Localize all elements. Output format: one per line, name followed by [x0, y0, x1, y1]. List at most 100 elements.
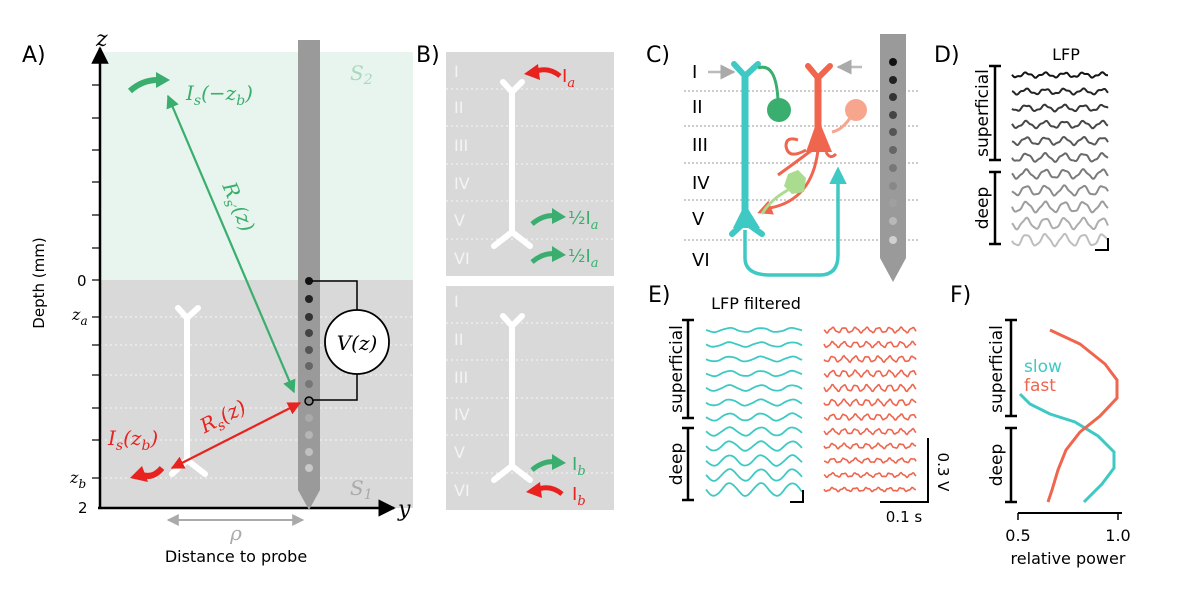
layer-b2-III: III [454, 368, 468, 387]
light-green-interneuron [760, 170, 806, 215]
f-slow-curve [1018, 392, 1116, 504]
slow-trace [705, 412, 803, 422]
layer-b1-II: II [454, 98, 463, 117]
layer-b2-V: V [454, 443, 465, 462]
red-distance-line [170, 402, 302, 469]
probe-a-contacts [304, 277, 314, 472]
green-current-arrowhead [156, 72, 170, 88]
panel-c-label: C) [646, 43, 670, 68]
light-orange-interneuron [831, 99, 867, 134]
ia-out2-arrowhead [552, 246, 566, 262]
panel-d-label: D) [934, 43, 960, 68]
green-current-label: Is(−zb) [185, 81, 253, 109]
probe-c [880, 34, 906, 282]
red-current-arrowhead [130, 466, 148, 482]
lfp-trace [1011, 232, 1109, 248]
lfp-title: LFP [1052, 45, 1080, 64]
panel-c-layer-lines [684, 90, 918, 241]
f-legend-slow: slow [1024, 357, 1062, 377]
lfp-trace [1011, 167, 1109, 180]
voltage-label: V(z) [337, 331, 378, 355]
lfp-trace [1011, 184, 1109, 197]
layer-b1-V: V [454, 211, 465, 230]
panel-f: F) superficial deep slow fast 0.5 1.0 re… [950, 283, 1131, 568]
panel-b: B) I II III IV V VI Ia ½Ia ½Ia [416, 43, 614, 510]
layer-c-II: II [692, 97, 703, 118]
e-scale-t: 0.1 s [886, 508, 923, 526]
lfp-trace [1011, 71, 1108, 79]
slow-trace [705, 482, 803, 497]
ia-out1-arrowhead [552, 208, 566, 224]
panel-f-label: F) [950, 283, 971, 308]
rho-label: ρ [229, 521, 242, 545]
layer-b1-IV: IV [454, 174, 470, 193]
fast-trace [823, 354, 917, 364]
fast-trace [823, 457, 917, 464]
f-fast-curve [1046, 328, 1119, 503]
green-distance-line [166, 94, 296, 394]
cyan-neuron [729, 61, 847, 277]
fast-trace [823, 397, 917, 408]
ia-in-label: Ia [562, 66, 575, 91]
lfp-trace [1011, 87, 1109, 96]
panel-e-slow-traces [705, 327, 803, 497]
neuron-b2 [491, 313, 533, 483]
ib-in-arrowhead [526, 482, 542, 498]
layer-b1-I: I [454, 62, 459, 81]
e-scale-v: 0.3 V [934, 453, 952, 493]
e-slow-scale-bar [790, 490, 804, 503]
red-current-label: Is(zb) [107, 426, 158, 454]
panel-e: E) LFP filtered superficial deep 0.3 V 0… [648, 283, 952, 526]
e-deep-label: deep [667, 443, 687, 486]
lfp-trace [1011, 119, 1109, 130]
f-tick-10: 1.0 [1105, 526, 1130, 545]
ia-out1-label: ½Ia [568, 208, 599, 233]
probe-c-contacts [889, 58, 897, 244]
depth-label: Depth (mm) [30, 237, 48, 328]
d-scale-bar [1095, 238, 1109, 251]
neuron-b1 [491, 79, 533, 249]
green-current-arrow [127, 77, 159, 94]
slow-trace [705, 398, 803, 407]
slow-trace [705, 426, 803, 437]
f-superficial-label: superficial [987, 325, 1007, 413]
tick-0: 0 [77, 272, 87, 290]
panel-e-fast-traces [823, 325, 917, 493]
voltmeter-wires [312, 280, 358, 401]
tick-2: 2 [78, 499, 88, 517]
ia-in-arrowhead [524, 64, 540, 80]
layer-c-I: I [692, 62, 697, 83]
layer-c-V: V [692, 209, 705, 230]
fast-trace [823, 383, 917, 393]
y-axis-label: y [397, 497, 411, 522]
voltmeter [324, 309, 390, 375]
tick-zb: zb [69, 468, 86, 491]
ib-out-label: Ib [572, 454, 586, 479]
fast-trace [823, 471, 917, 479]
e-superficial-label: superficial [667, 325, 687, 413]
slow-trace [705, 327, 803, 334]
f-legend-fast: fast [1024, 376, 1056, 396]
fast-trace [823, 369, 917, 378]
region-s2-label: S2 [350, 61, 373, 88]
region-s1-label: S1 [350, 476, 373, 503]
slow-trace [705, 440, 803, 452]
distance-label: Distance to probe [165, 547, 307, 566]
lfp-trace [1011, 216, 1109, 231]
lfp-trace [1011, 200, 1109, 214]
fast-trace [823, 427, 917, 436]
f-xlabel: relative power [1011, 549, 1126, 568]
z-axis-label: z [95, 27, 108, 52]
panel-a-label: A) [22, 43, 46, 68]
slow-trace [705, 369, 803, 378]
panel-a: A) z y Depth (mm) 0 za zb 2 S2 [22, 27, 413, 566]
tick-za: za [71, 305, 88, 328]
panel-e-label: E) [648, 283, 670, 308]
e-fast-scale-bar [880, 438, 929, 503]
probe-a [298, 40, 320, 510]
f-deep-label: deep [987, 444, 1007, 487]
layer-b2-I: I [454, 292, 459, 311]
d-deep-label: deep [973, 187, 993, 230]
lfp-filtered-title: LFP filtered [711, 294, 801, 313]
